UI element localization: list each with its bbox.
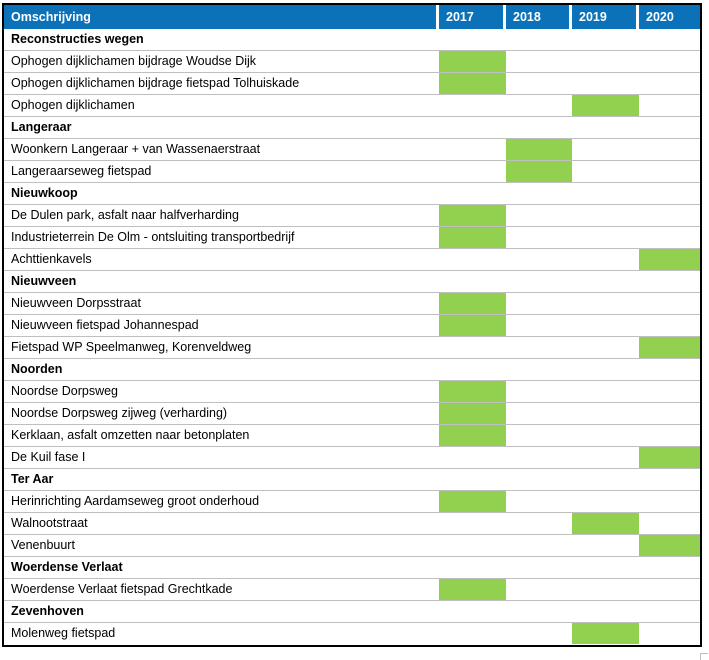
gantt-bar-2018: [506, 161, 572, 182]
table-row: Industrieterrein De Olm - ontsluiting tr…: [4, 227, 700, 249]
table-row: Woonkern Langeraar + van Wassenaerstraat: [4, 139, 700, 161]
group-label: Woerdense Verlaat: [11, 560, 123, 574]
group-row: Nieuwkoop: [4, 183, 700, 205]
gantt-bar-2017: [439, 579, 506, 600]
gantt-bar-2017: [439, 51, 506, 72]
column-header-2017: 2017: [439, 5, 503, 29]
group-label: Ter Aar: [11, 472, 54, 486]
group-row: Nieuwveen: [4, 271, 700, 293]
gantt-bar-2020: [639, 535, 700, 556]
table-row: Langeraarseweg fietspad: [4, 161, 700, 183]
table-row: Ophogen dijklichamen bijdrage Woudse Dij…: [4, 51, 700, 73]
gantt-bar-2017: [439, 381, 506, 402]
gantt-bar-2019: [572, 623, 639, 644]
gantt-bar-2020: [639, 249, 700, 270]
group-label: Nieuwveen: [11, 274, 77, 288]
group-row: Langeraar: [4, 117, 700, 139]
group-row: Reconstructies wegen: [4, 29, 700, 51]
gantt-bar-2017: [439, 403, 506, 424]
table-header: Omschrijving 2017 2018 2019 2020: [4, 5, 700, 29]
column-header-omschrijving: Omschrijving: [4, 5, 436, 29]
table-row: Herinrichting Aardamseweg groot onderhou…: [4, 491, 700, 513]
project-label: Ophogen dijklichamen bijdrage Woudse Dij…: [11, 54, 257, 68]
project-label: De Kuil fase I: [11, 450, 86, 464]
gantt-bar-2019: [572, 95, 639, 116]
project-label: Fietspad WP Speelmanweg, Korenveldweg: [11, 340, 252, 354]
group-label: Zevenhoven: [11, 604, 84, 618]
project-label: Noordse Dorpsweg: [11, 384, 118, 398]
table-row: Nieuwveen fietspad Johannespad: [4, 315, 700, 337]
table-body: Reconstructies wegen Ophogen dijklichamen…: [4, 29, 700, 645]
column-header-2020: 2020: [639, 5, 700, 29]
group-row: Zevenhoven: [4, 601, 700, 623]
project-label: Venenbuurt: [11, 538, 75, 552]
table-row: Noordse Dorpsweg zijweg (verharding): [4, 403, 700, 425]
project-label: Nieuwveen Dorpsstraat: [11, 296, 141, 310]
group-label: Noorden: [11, 362, 63, 376]
group-row: Ter Aar: [4, 469, 700, 491]
resize-corner-mark: [700, 653, 708, 660]
table-row: Ophogen dijklichamen bijdrage fietspad T…: [4, 73, 700, 95]
group-label: Reconstructies wegen: [11, 32, 144, 46]
group-label: Nieuwkoop: [11, 186, 78, 200]
project-label: Woerdense Verlaat fietspad Grechtkade: [11, 582, 233, 596]
project-label: Ophogen dijklichamen: [11, 98, 135, 112]
column-header-2019: 2019: [572, 5, 636, 29]
project-label: Industrieterrein De Olm - ontsluiting tr…: [11, 230, 295, 244]
gantt-bar-2017: [439, 491, 506, 512]
gantt-bar-2017: [439, 227, 506, 248]
gantt-bar-2020: [639, 447, 700, 468]
table-row: Walnootstraat: [4, 513, 700, 535]
gantt-bar-2017: [439, 315, 506, 336]
group-label: Langeraar: [11, 120, 72, 134]
project-label: Ophogen dijklichamen bijdrage fietspad T…: [11, 76, 300, 90]
gantt-bar-2018: [506, 139, 572, 160]
table-row: Molenweg fietspad: [4, 623, 700, 645]
group-row: Noorden: [4, 359, 700, 381]
table-row: Kerklaan, asfalt omzetten naar betonplat…: [4, 425, 700, 447]
table-row: De Dulen park, asfalt naar halfverhardin…: [4, 205, 700, 227]
gantt-bar-2019: [572, 513, 639, 534]
table-row: Achttienkavels: [4, 249, 700, 271]
project-label: De Dulen park, asfalt naar halfverhardin…: [11, 208, 239, 222]
table-row: Noordse Dorpsweg: [4, 381, 700, 403]
table-row: Nieuwveen Dorpsstraat: [4, 293, 700, 315]
project-label: Walnootstraat: [11, 516, 88, 530]
project-label: Herinrichting Aardamseweg groot onderhou…: [11, 494, 260, 508]
group-row: Woerdense Verlaat: [4, 557, 700, 579]
project-label: Langeraarseweg fietspad: [11, 164, 152, 178]
planning-table: Omschrijving 2017 2018 2019 2020 Reconst…: [2, 3, 702, 647]
table-row: Venenbuurt: [4, 535, 700, 557]
project-label: Achttienkavels: [11, 252, 92, 266]
project-label: Noordse Dorpsweg zijweg (verharding): [11, 406, 228, 420]
table-row: De Kuil fase I: [4, 447, 700, 469]
gantt-bar-2017: [439, 425, 506, 446]
gantt-bar-2017: [439, 293, 506, 314]
table-row: Woerdense Verlaat fietspad Grechtkade: [4, 579, 700, 601]
table-row: Fietspad WP Speelmanweg, Korenveldweg: [4, 337, 700, 359]
column-header-2018: 2018: [506, 5, 569, 29]
gantt-bar-2020: [639, 337, 700, 358]
project-label: Kerklaan, asfalt omzetten naar betonplat…: [11, 428, 250, 442]
project-label: Woonkern Langeraar + van Wassenaerstraat: [11, 142, 261, 156]
project-label: Nieuwveen fietspad Johannespad: [11, 318, 199, 332]
gantt-bar-2017: [439, 205, 506, 226]
project-label: Molenweg fietspad: [11, 626, 116, 640]
gantt-bar-2017: [439, 73, 506, 94]
table-row: Ophogen dijklichamen: [4, 95, 700, 117]
